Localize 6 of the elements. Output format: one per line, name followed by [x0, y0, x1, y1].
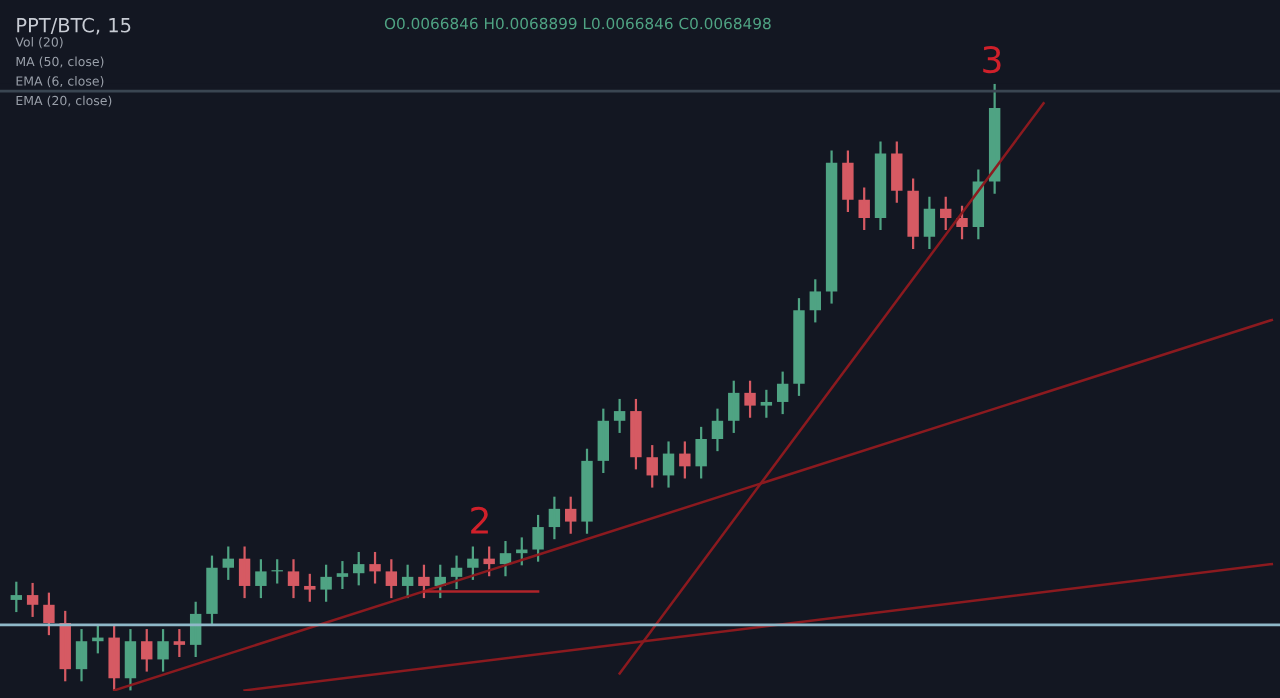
annotation: 2 [471, 506, 488, 534]
candlestick [255, 558, 267, 600]
candlestick [532, 513, 544, 563]
candlestick [304, 572, 316, 603]
chart-title: PPT/BTC, 15 [17, 17, 131, 35]
text: 3 [983, 45, 1001, 74]
